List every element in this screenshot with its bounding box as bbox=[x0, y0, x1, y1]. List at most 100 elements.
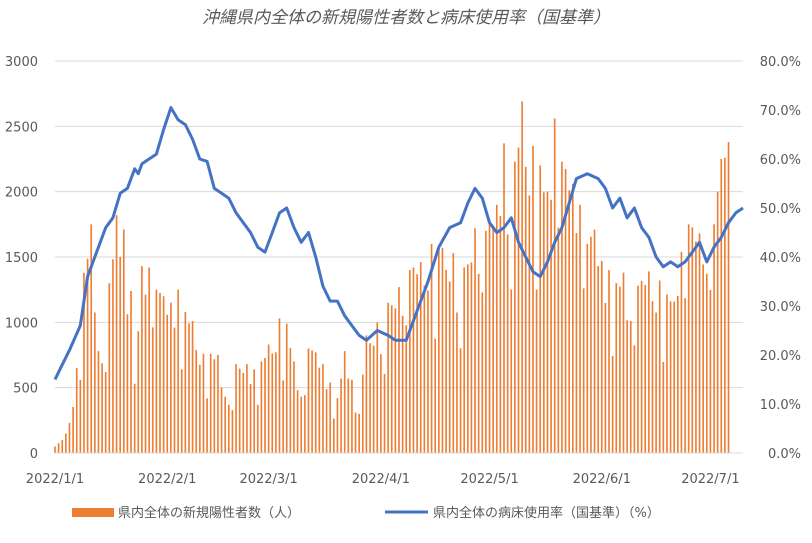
bar bbox=[727, 142, 730, 453]
bar bbox=[503, 143, 505, 453]
bar bbox=[550, 199, 552, 453]
bar bbox=[648, 271, 650, 453]
bar bbox=[340, 378, 342, 453]
bar bbox=[264, 358, 266, 453]
bar bbox=[68, 422, 71, 453]
bar bbox=[633, 345, 636, 453]
bar bbox=[369, 343, 371, 453]
bar bbox=[256, 404, 259, 453]
bar bbox=[224, 396, 227, 453]
bar bbox=[691, 227, 694, 453]
bar bbox=[61, 439, 64, 453]
bar bbox=[90, 224, 93, 453]
y-right-tick-label: 70.0% bbox=[760, 104, 801, 119]
bar bbox=[416, 274, 418, 453]
bar bbox=[611, 355, 614, 453]
bar bbox=[590, 236, 592, 453]
line-bed-occupancy bbox=[53, 106, 744, 381]
bar bbox=[463, 267, 465, 453]
bar bbox=[412, 267, 415, 453]
bar bbox=[151, 327, 154, 453]
bar bbox=[289, 348, 292, 453]
bar bbox=[148, 267, 150, 453]
bar bbox=[112, 259, 114, 453]
bar bbox=[441, 247, 444, 453]
bar bbox=[423, 285, 426, 453]
bar bbox=[115, 215, 118, 453]
bar bbox=[358, 413, 360, 453]
bar bbox=[655, 312, 657, 453]
bar bbox=[260, 361, 263, 453]
bar bbox=[702, 264, 704, 453]
bar bbox=[155, 289, 158, 453]
bar bbox=[615, 283, 618, 453]
line-series bbox=[53, 106, 744, 381]
bar bbox=[285, 323, 288, 453]
bar bbox=[293, 361, 295, 453]
bar bbox=[680, 251, 683, 453]
bar bbox=[485, 230, 487, 453]
bar bbox=[629, 321, 632, 453]
y-right-tick-label: 0.0% bbox=[768, 447, 801, 462]
bar bbox=[622, 272, 625, 453]
bar bbox=[83, 272, 85, 453]
bar bbox=[593, 229, 596, 453]
bar bbox=[604, 302, 607, 453]
bar bbox=[600, 260, 603, 453]
bar bbox=[188, 323, 190, 453]
bar bbox=[695, 241, 697, 453]
x-tick-label: 2022/7/1 bbox=[681, 472, 739, 487]
x-tick-label: 2022/4/1 bbox=[352, 472, 410, 487]
bar bbox=[474, 228, 476, 453]
bar bbox=[311, 350, 313, 453]
bar bbox=[184, 311, 187, 453]
bar bbox=[535, 289, 538, 453]
bar bbox=[409, 270, 411, 453]
bar bbox=[75, 368, 78, 453]
y-right-tick-label: 80.0% bbox=[760, 55, 801, 70]
bar bbox=[199, 364, 201, 453]
y-right-tick-label: 30.0% bbox=[760, 300, 801, 315]
x-tick-label: 2022/1/1 bbox=[26, 472, 84, 487]
bar bbox=[343, 351, 346, 453]
bar bbox=[571, 183, 574, 453]
bar bbox=[626, 320, 628, 453]
bar bbox=[336, 398, 339, 453]
bar bbox=[582, 288, 585, 453]
bar-series bbox=[54, 101, 730, 454]
bar bbox=[452, 253, 455, 453]
left-axis: 0 500 1000 1500 2000 2500 3000 bbox=[5, 55, 38, 462]
bar bbox=[466, 264, 469, 453]
bar bbox=[398, 287, 400, 453]
bar bbox=[108, 283, 111, 453]
bar bbox=[144, 294, 147, 453]
bar bbox=[575, 233, 578, 453]
bar bbox=[170, 302, 172, 453]
bar bbox=[137, 331, 140, 453]
bar bbox=[673, 301, 676, 453]
bar bbox=[333, 418, 335, 453]
bar bbox=[217, 355, 219, 453]
y-right-tick-label: 40.0% bbox=[760, 251, 801, 266]
bar bbox=[517, 147, 520, 453]
bar bbox=[394, 308, 397, 453]
bar bbox=[651, 301, 654, 453]
y-right-tick-label: 50.0% bbox=[760, 202, 801, 217]
bar bbox=[448, 281, 451, 453]
bar bbox=[72, 407, 74, 453]
bar bbox=[242, 373, 245, 453]
bar bbox=[644, 285, 647, 453]
bar bbox=[709, 290, 712, 453]
bar bbox=[304, 395, 306, 453]
bar bbox=[586, 243, 589, 453]
bar bbox=[658, 280, 661, 453]
bar bbox=[307, 348, 310, 453]
bar bbox=[191, 321, 194, 453]
bar bbox=[325, 389, 328, 453]
chart-title: 沖縄県内全体の新規陽性者数と病床使用率（国基準） bbox=[202, 8, 610, 28]
bar bbox=[267, 344, 270, 453]
bar bbox=[253, 369, 255, 453]
bar bbox=[499, 215, 502, 453]
